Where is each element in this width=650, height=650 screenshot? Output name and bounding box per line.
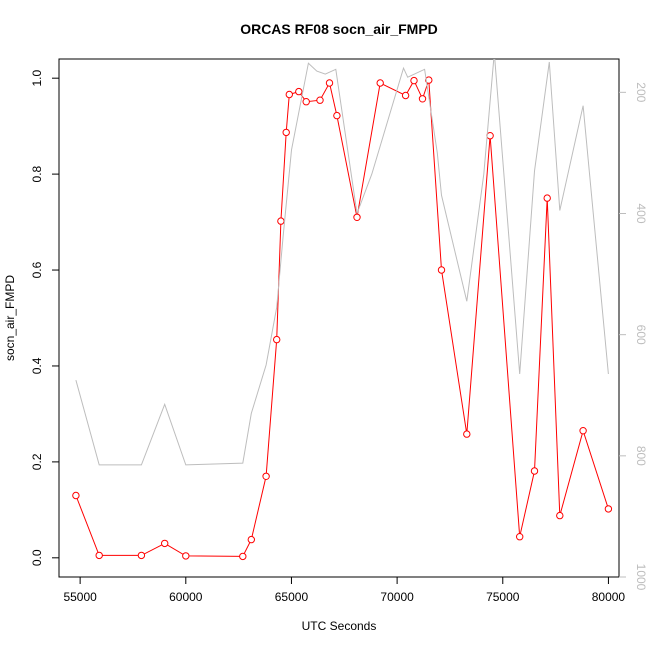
data-point (295, 87, 303, 96)
data-point (273, 335, 281, 344)
x-tick-label: 75000 (486, 590, 520, 604)
data-point (376, 79, 384, 87)
data-point (161, 539, 169, 548)
y2-tick-label: 800 (634, 446, 648, 466)
y-tick-label: 0.4 (30, 357, 44, 374)
gray-series-line (75, 59, 609, 466)
data-point (543, 194, 551, 202)
gray-series-group (75, 59, 609, 466)
y-tick-label: 0.2 (30, 453, 44, 470)
data-point (604, 505, 613, 513)
x-tick-label: 55000 (63, 590, 97, 604)
data-point (247, 535, 256, 544)
data-point (556, 511, 564, 520)
x-tick-label: 80000 (592, 590, 626, 604)
data-point (285, 90, 293, 99)
data-point (401, 91, 410, 100)
plot-frame (58, 58, 620, 578)
data-point (353, 213, 361, 222)
x-axis-label: UTC Seconds (302, 619, 377, 633)
chart-title: ORCAS RF08 socn_air_FMPD (240, 21, 438, 37)
data-point (486, 132, 494, 140)
data-point (302, 98, 310, 106)
data-point (137, 551, 146, 560)
axes-group: 55000 60000 65000 70000 75000 80000 0.0 0.2 0.4 0… (30, 70, 648, 604)
data-point (579, 427, 587, 435)
x-tick-label: 70000 (380, 590, 414, 604)
data-point (516, 533, 524, 541)
data-point (530, 467, 539, 475)
data-point (325, 79, 334, 87)
data-point (277, 217, 285, 225)
y-tick-label: 0.0 (30, 549, 44, 566)
data-point (72, 491, 80, 500)
x-tick-label: 65000 (275, 590, 309, 604)
y2-tick-label: 400 (634, 203, 648, 223)
data-point (410, 76, 418, 85)
red-series-line (75, 79, 609, 557)
data-point (239, 552, 247, 561)
y-axis-label: socn_air_FMPD (3, 275, 17, 361)
series-group (72, 59, 613, 561)
y2-tick-label: 200 (634, 82, 648, 102)
data-point (463, 430, 471, 438)
data-point (333, 111, 341, 120)
y-tick-label: 1.0 (30, 70, 44, 87)
data-point (437, 266, 446, 274)
data-point (262, 472, 270, 480)
data-point (425, 76, 433, 84)
data-point (282, 128, 290, 137)
data-point (95, 551, 103, 560)
y2-tick-label: 600 (634, 325, 648, 345)
data-point (316, 96, 324, 104)
red-series-group (72, 76, 613, 561)
data-point (182, 552, 190, 560)
y2-tick-label: 1000 (634, 564, 648, 591)
y-tick-label: 0.6 (30, 261, 44, 278)
x-tick-label: 60000 (169, 590, 203, 604)
y-tick-label: 0.8 (30, 165, 44, 182)
data-point (418, 95, 427, 103)
